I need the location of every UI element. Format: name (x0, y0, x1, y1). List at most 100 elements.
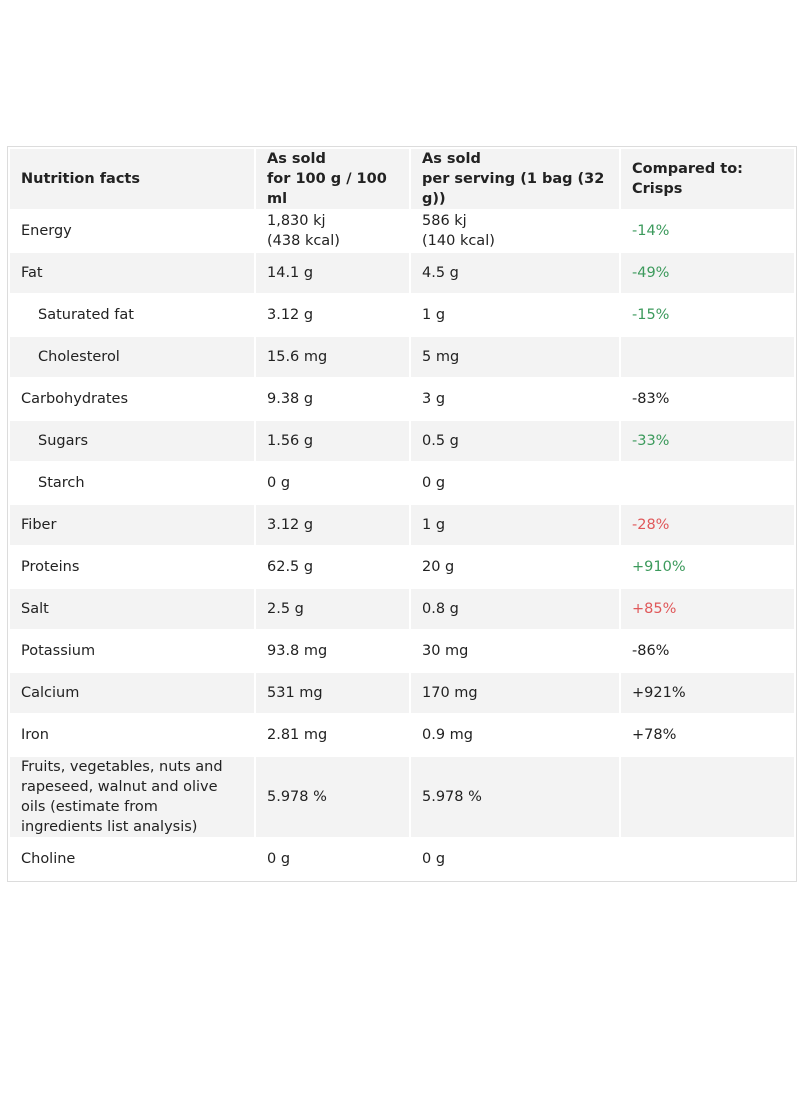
nutrition-table-wrap: Nutrition facts As sold for 100 g / 100 ml… (7, 146, 797, 882)
nutrient-name: Fruits, vegetables, nuts and rapeseed, w… (10, 757, 254, 837)
nutrient-name: Iron (10, 715, 254, 755)
per-100g: 5.978 % (256, 757, 409, 837)
cell-line: 4.5 g (422, 265, 459, 281)
cell-line: (438 kcal) (267, 233, 340, 249)
nutrient-name: Starch (10, 463, 254, 503)
per-serving: 5.978 % (411, 757, 619, 837)
nutrient-name: Fiber (10, 505, 254, 545)
nutrient-name: Potassium (10, 631, 254, 671)
cell-line: 30 mg (422, 643, 469, 659)
cell-line: As sold (422, 151, 481, 167)
nutrient-name: Saturated fat (10, 295, 254, 335)
cell-line: 0 g (422, 851, 446, 867)
nutrient-row: Starch 0 g 0 g (10, 463, 794, 503)
header-cell: Nutrition facts (10, 149, 254, 209)
header-cell: As sold for 100 g / 100 ml (256, 149, 409, 209)
nutrient-row: Proteins 62.5 g 20 g +910% (10, 547, 794, 587)
per-100g: 1.56 g (256, 421, 409, 461)
nutrient-row: Iron 2.81 mg 0.9 mg +78% (10, 715, 794, 755)
per-serving: 170 mg (411, 673, 619, 713)
per-100g: 9.38 g (256, 379, 409, 419)
cell-line: 0 g (267, 475, 291, 491)
header-row: Nutrition facts As sold for 100 g / 100 ml… (10, 149, 794, 209)
cell-line: As sold (267, 151, 326, 167)
nutrient-name: Energy (10, 211, 254, 251)
per-serving: 0.9 mg (411, 715, 619, 755)
cell-line: 531 mg (267, 685, 323, 701)
cell-line: 15.6 mg (267, 349, 328, 365)
nutrient-name: Choline (10, 839, 254, 879)
per-100g: 62.5 g (256, 547, 409, 587)
per-serving: 0.8 g (411, 589, 619, 629)
per-serving: 0 g (411, 839, 619, 879)
per-serving: 4.5 g (411, 253, 619, 293)
cell-line: 586 kj (422, 213, 467, 229)
nutrient-row: Fat 14.1 g 4.5 g -49% (10, 253, 794, 293)
per-serving: 0 g (411, 463, 619, 503)
nutrient-row: Salt 2.5 g 0.8 g +85% (10, 589, 794, 629)
cell-line: 1 g (422, 307, 446, 323)
cell-line: 14.1 g (267, 265, 314, 281)
cell-line: per serving (1 bag (32 g)) (422, 171, 605, 207)
nutrient-row: Fiber 3.12 g 1 g -28% (10, 505, 794, 545)
cell-line: 1,830 kj (267, 213, 326, 229)
cell-line: for 100 g / 100 ml (267, 171, 387, 207)
header-cell: As sold per serving (1 bag (32 g)) (411, 149, 619, 209)
nutrient-row: Calcium 531 mg 170 mg +921% (10, 673, 794, 713)
per-100g: 3.12 g (256, 295, 409, 335)
comparison: -28% (621, 505, 794, 545)
cell-line: 5 mg (422, 349, 460, 365)
per-100g: 15.6 mg (256, 337, 409, 377)
table-body: Energy 1,830 kj (438 kcal) 586 kj (140 kcal)… (10, 211, 794, 879)
cell-line: 0 g (422, 475, 446, 491)
comparison: +910% (621, 547, 794, 587)
nutrient-name: Sugars (10, 421, 254, 461)
nutrient-row: Energy 1,830 kj (438 kcal) 586 kj (140 kcal)… (10, 211, 794, 251)
per-serving: 586 kj (140 kcal) (411, 211, 619, 251)
comparison (621, 757, 794, 837)
cell-line: 0 g (267, 851, 291, 867)
nutrient-name: Proteins (10, 547, 254, 587)
per-serving: 20 g (411, 547, 619, 587)
nutrition-table: Nutrition facts As sold for 100 g / 100 ml… (7, 146, 797, 882)
comparison: -15% (621, 295, 794, 335)
per-100g: 0 g (256, 463, 409, 503)
comparison (621, 463, 794, 503)
nutrient-row: Choline 0 g 0 g (10, 839, 794, 879)
cell-line: 9.38 g (267, 391, 314, 407)
per-100g: 1,830 kj (438 kcal) (256, 211, 409, 251)
per-100g: 2.81 mg (256, 715, 409, 755)
nutrient-row: Carbohydrates 9.38 g 3 g -83% (10, 379, 794, 419)
cell-line: 1.56 g (267, 433, 314, 449)
nutrient-row: Sugars 1.56 g 0.5 g -33% (10, 421, 794, 461)
per-100g: 3.12 g (256, 505, 409, 545)
comparison: +921% (621, 673, 794, 713)
per-serving: 5 mg (411, 337, 619, 377)
cell-line: 0.5 g (422, 433, 459, 449)
header-cell: Compared to: Crisps (621, 149, 794, 209)
cell-line: Compared to: Crisps (632, 161, 743, 197)
nutrient-row: Potassium 93.8 mg 30 mg -86% (10, 631, 794, 671)
cell-line: 3.12 g (267, 307, 314, 323)
comparison: -14% (621, 211, 794, 251)
cell-line: 2.81 mg (267, 727, 328, 743)
nutrient-name: Carbohydrates (10, 379, 254, 419)
comparison (621, 337, 794, 377)
nutrient-name: Cholesterol (10, 337, 254, 377)
nutrient-row: Cholesterol 15.6 mg 5 mg (10, 337, 794, 377)
comparison: -49% (621, 253, 794, 293)
cell-line: 2.5 g (267, 601, 304, 617)
nutrient-row: Fruits, vegetables, nuts and rapeseed, w… (10, 757, 794, 837)
nutrient-name: Fat (10, 253, 254, 293)
cell-line: 62.5 g (267, 559, 314, 575)
per-100g: 93.8 mg (256, 631, 409, 671)
comparison (621, 839, 794, 879)
comparison: +78% (621, 715, 794, 755)
nutrient-row: Saturated fat 3.12 g 1 g -15% (10, 295, 794, 335)
cell-line: 5.978 % (422, 789, 482, 805)
cell-line: Nutrition facts (21, 171, 140, 187)
per-100g: 531 mg (256, 673, 409, 713)
cell-line: 1 g (422, 517, 446, 533)
nutrient-name: Calcium (10, 673, 254, 713)
cell-line: 170 mg (422, 685, 478, 701)
